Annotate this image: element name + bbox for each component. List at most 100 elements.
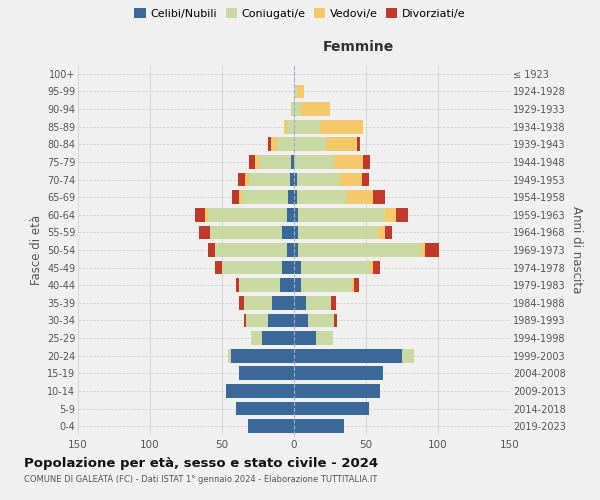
Bar <box>334 314 337 328</box>
Bar <box>211 226 283 239</box>
Bar <box>242 190 288 204</box>
Bar <box>259 155 291 169</box>
Bar <box>294 243 298 257</box>
Bar <box>425 243 439 257</box>
Bar <box>298 208 385 222</box>
Bar <box>294 384 380 398</box>
Text: COMUNE DI GALEATA (FC) - Dati ISTAT 1° gennaio 2024 - Elaborazione TUTTITALIA.IT: COMUNE DI GALEATA (FC) - Dati ISTAT 1° g… <box>24 475 377 484</box>
Bar <box>377 226 385 239</box>
Bar <box>294 349 402 362</box>
Bar <box>294 84 297 98</box>
Bar <box>294 420 344 433</box>
Bar <box>232 190 239 204</box>
Bar <box>244 314 247 328</box>
Bar <box>239 366 294 380</box>
Bar <box>208 243 215 257</box>
Bar <box>208 208 287 222</box>
Bar <box>297 190 347 204</box>
Bar <box>402 349 413 362</box>
Bar <box>326 138 358 151</box>
Bar <box>298 226 377 239</box>
Bar <box>215 260 222 274</box>
Bar <box>294 190 297 204</box>
Bar <box>294 102 301 116</box>
Bar <box>194 208 205 222</box>
Bar <box>316 331 333 345</box>
Bar <box>287 208 294 222</box>
Bar <box>268 138 271 151</box>
Bar <box>245 172 250 186</box>
Bar <box>294 138 326 151</box>
Bar <box>294 260 301 274</box>
Bar <box>250 155 255 169</box>
Legend: Celibi/Nubili, Coniugati/e, Vedovi/e, Divorziati/e: Celibi/Nubili, Coniugati/e, Vedovi/e, Di… <box>132 6 468 21</box>
Bar <box>294 331 316 345</box>
Bar <box>238 172 245 186</box>
Bar <box>373 190 385 204</box>
Bar <box>280 278 294 292</box>
Bar <box>288 190 294 204</box>
Bar <box>199 226 211 239</box>
Bar <box>236 278 239 292</box>
Bar <box>291 155 294 169</box>
Bar <box>205 208 208 222</box>
Bar <box>271 138 277 151</box>
Bar <box>308 314 334 328</box>
Bar <box>250 172 290 186</box>
Bar <box>215 243 287 257</box>
Bar <box>305 296 331 310</box>
Bar <box>294 278 301 292</box>
Bar <box>247 314 268 328</box>
Bar <box>236 402 294 415</box>
Bar <box>294 208 298 222</box>
Bar <box>255 155 259 169</box>
Bar <box>396 208 408 222</box>
Bar <box>272 296 294 310</box>
Bar <box>239 190 242 204</box>
Bar <box>262 331 294 345</box>
Bar <box>363 155 370 169</box>
Bar <box>294 402 369 415</box>
Bar <box>287 120 294 134</box>
Bar <box>385 226 392 239</box>
Bar <box>385 208 396 222</box>
Bar <box>226 384 294 398</box>
Bar <box>340 172 362 186</box>
Bar <box>239 296 244 310</box>
Bar <box>294 120 320 134</box>
Bar <box>352 278 355 292</box>
Bar <box>301 102 330 116</box>
Bar <box>331 296 336 310</box>
Bar <box>294 155 334 169</box>
Bar <box>347 190 373 204</box>
Bar <box>421 243 425 257</box>
Bar <box>320 120 363 134</box>
Bar <box>239 278 280 292</box>
Bar <box>294 366 383 380</box>
Text: Femmine: Femmine <box>323 40 394 54</box>
Bar <box>355 278 359 292</box>
Bar <box>297 84 304 98</box>
Bar <box>358 138 360 151</box>
Bar <box>283 226 294 239</box>
Bar <box>251 331 262 345</box>
Bar <box>297 172 340 186</box>
Bar <box>248 420 294 433</box>
Bar <box>268 314 294 328</box>
Bar <box>294 172 297 186</box>
Bar <box>373 260 380 274</box>
Bar <box>301 278 352 292</box>
Bar <box>294 226 298 239</box>
Bar <box>334 155 363 169</box>
Y-axis label: Anni di nascita: Anni di nascita <box>570 206 583 294</box>
Bar <box>277 138 294 151</box>
Y-axis label: Fasce di età: Fasce di età <box>29 215 43 285</box>
Text: Popolazione per età, sesso e stato civile - 2024: Popolazione per età, sesso e stato civil… <box>24 458 378 470</box>
Bar <box>294 296 305 310</box>
Bar <box>284 120 287 134</box>
Bar <box>222 260 283 274</box>
Bar <box>370 260 373 274</box>
Bar <box>298 243 421 257</box>
Bar <box>362 172 369 186</box>
Bar <box>228 349 230 362</box>
